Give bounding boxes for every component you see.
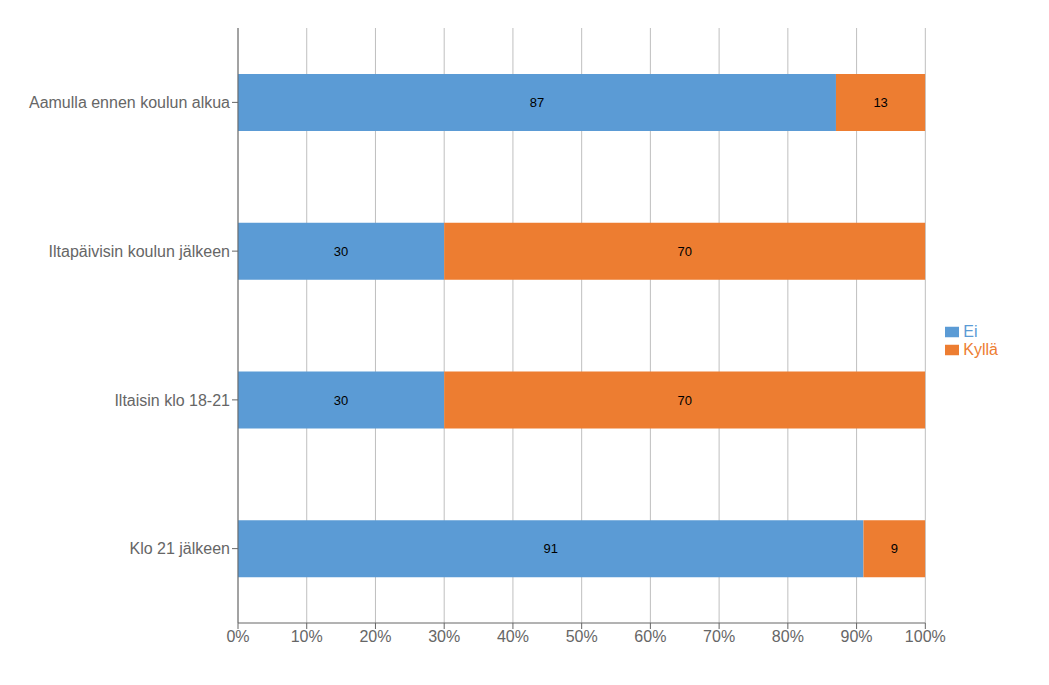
svg-text:91: 91	[543, 541, 557, 556]
svg-text:Klo 21 jälkeen: Klo 21 jälkeen	[129, 540, 230, 557]
svg-text:70%: 70%	[703, 628, 735, 645]
svg-text:13: 13	[873, 95, 887, 110]
svg-text:30: 30	[334, 244, 348, 259]
svg-text:90%: 90%	[841, 628, 873, 645]
html-text:Kyllä: Kyllä	[963, 340, 998, 358]
html-text:Ei: Ei	[963, 322, 978, 340]
svg-text:30: 30	[334, 393, 348, 408]
svg-text:70: 70	[678, 393, 692, 408]
svg-text:70: 70	[678, 244, 692, 259]
svg-text:50%: 50%	[566, 628, 598, 645]
svg-text:Iltaisin klo 18-21: Iltaisin klo 18-21	[114, 392, 230, 409]
svg-text:10%: 10%	[291, 628, 323, 645]
svg-text:87: 87	[530, 95, 544, 110]
svg-text:100%: 100%	[905, 628, 946, 645]
svg-text:30%: 30%	[428, 628, 460, 645]
svg-text:60%: 60%	[634, 628, 666, 645]
svg-text:40%: 40%	[497, 628, 529, 645]
svg-text:20%: 20%	[359, 628, 391, 645]
svg-text:80%: 80%	[772, 628, 804, 645]
svg-text:Iltapäivisin koulun jälkeen: Iltapäivisin koulun jälkeen	[49, 243, 230, 260]
svg-text:0%: 0%	[226, 628, 249, 645]
svg-text:9: 9	[891, 541, 898, 556]
svg-text:Aamulla ennen koulun alkua: Aamulla ennen koulun alkua	[29, 94, 230, 111]
